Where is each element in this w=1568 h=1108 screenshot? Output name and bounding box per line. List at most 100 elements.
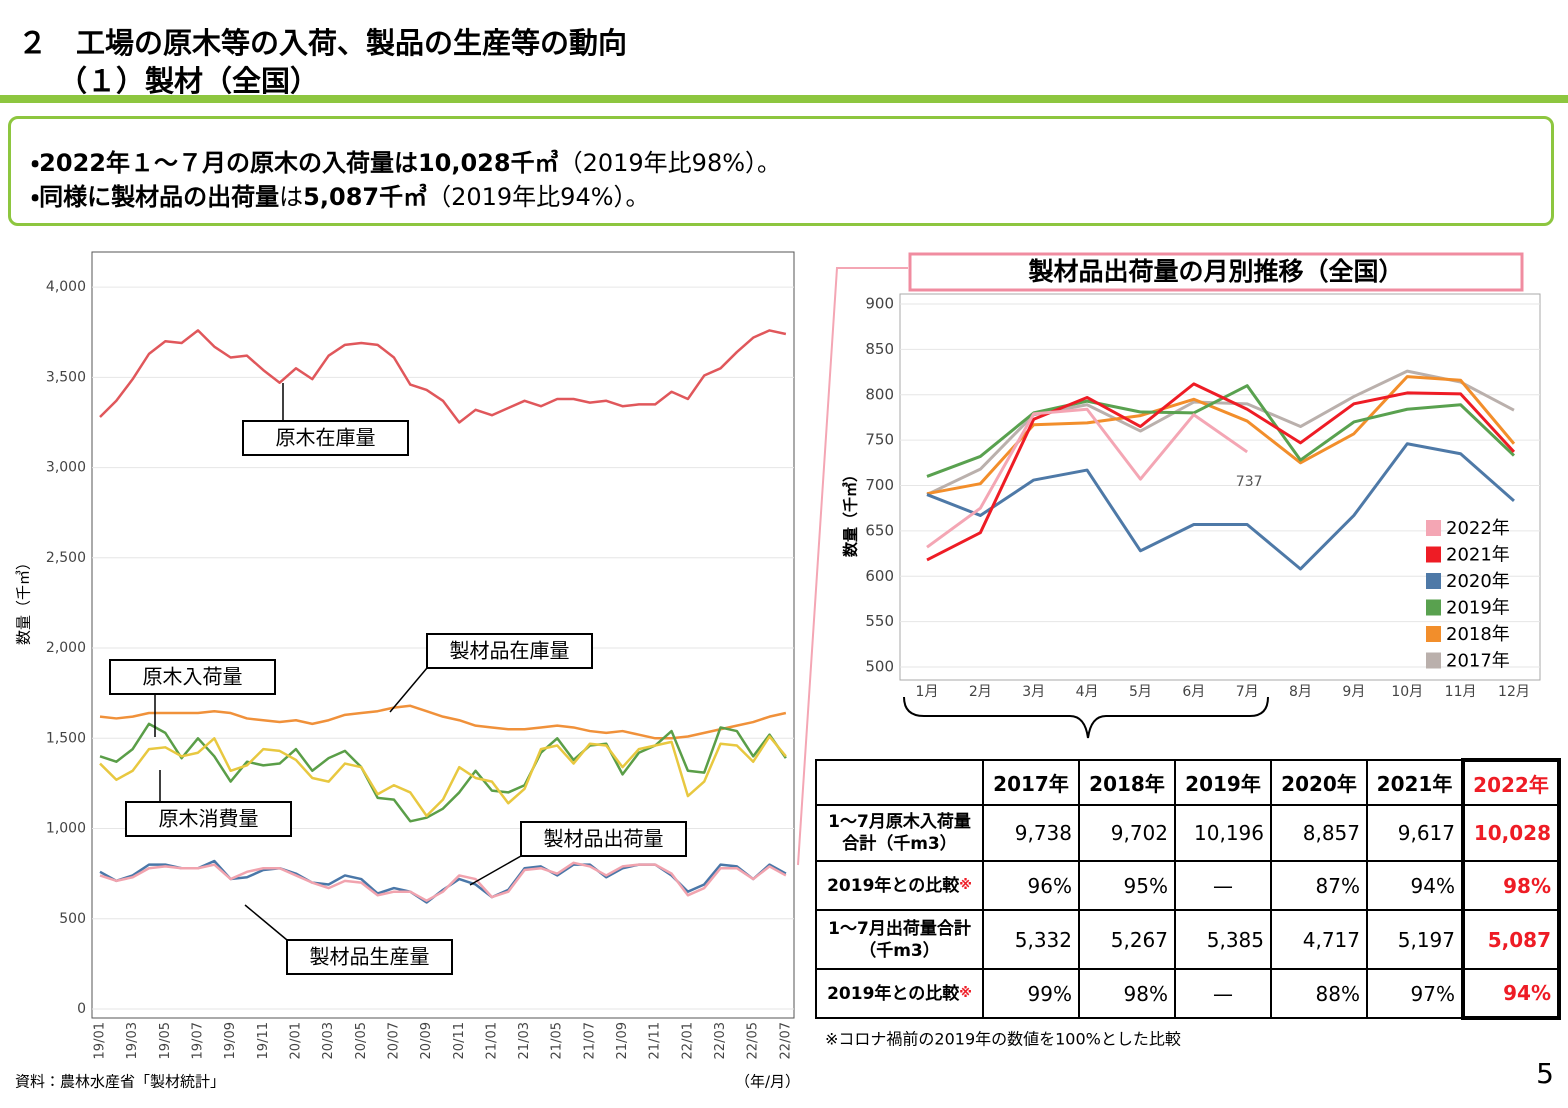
table-cell: — (1174, 860, 1272, 911)
table-cell: 95% (1078, 860, 1176, 911)
page-number: 5 (1536, 1057, 1554, 1090)
row-label: 2019年との比較※ (815, 860, 984, 911)
y-tick-label: 3,000 (46, 460, 86, 476)
series-line (926, 369, 1515, 496)
x-unit: （年/月） (735, 1073, 800, 1091)
x-tick-label: 8月 (1289, 684, 1312, 700)
table-cell: 96% (982, 860, 1080, 911)
table-cell: 9,738 (982, 804, 1080, 862)
summary-text: は (279, 183, 304, 211)
series-line (99, 329, 787, 424)
series-line (926, 384, 1515, 478)
y-tick-label: 850 (865, 340, 894, 358)
leader-line (389, 667, 428, 713)
y-tick-label: 2,000 (46, 640, 86, 656)
x-tick-label: 21/09 (615, 1022, 630, 1059)
table-cell: 5,332 (982, 909, 1080, 970)
x-tick-label: 10月 (1391, 684, 1423, 700)
legend-label: 2020年 (1446, 571, 1510, 592)
x-tick-label: 20/09 (419, 1022, 434, 1059)
table-cell: 9,702 (1078, 804, 1176, 862)
x-tick-label: 19/03 (125, 1022, 140, 1059)
table-cell: 5,385 (1174, 909, 1272, 970)
summary-box: 2022年１～７月の原木の入荷量は10,028千㎥（2019年比98%）。 同様… (8, 116, 1554, 226)
table-cell: 94% (1366, 860, 1464, 911)
legend-label: 2017年 (1446, 651, 1510, 672)
y-tick-label: 1,500 (46, 730, 86, 746)
page-subtitle: （１）製材（全国） (58, 64, 320, 98)
legend-swatch (1426, 626, 1441, 642)
table-cell: 5,087 (1461, 909, 1561, 970)
right-plot-frame (899, 293, 1541, 681)
row-label-text: 2019年との比較 (827, 875, 960, 896)
summary-text: 2022年１～７月の原木の入荷量は10,028千㎥ (39, 149, 559, 177)
legend-swatch (1426, 520, 1441, 536)
x-tick-label: 12月 (1498, 684, 1530, 700)
y-tick-label: 550 (865, 612, 894, 630)
x-tick-label: 20/05 (354, 1022, 369, 1059)
table-cell: 87% (1270, 860, 1368, 911)
summary-text: 5,087千㎥ (303, 183, 428, 211)
x-tick-label: 7月 (1236, 684, 1259, 700)
row-label: 1～7月出荷量合計（千m3） (815, 909, 984, 970)
table-cell: 9,617 (1366, 804, 1464, 862)
table-cell: 5,267 (1078, 909, 1176, 970)
table-cell: 4,717 (1270, 909, 1368, 970)
x-tick-label: 21/11 (648, 1022, 663, 1059)
x-tick-label: 22/01 (680, 1022, 695, 1059)
column-header: 2019年 (1174, 759, 1272, 806)
summary-text: （2019年比98%）。 (558, 149, 782, 177)
table-cell: 98% (1461, 860, 1561, 911)
row-label-text: 1～7月原木入荷量合計（千m3） (828, 812, 971, 854)
x-tick-label: 11月 (1445, 684, 1477, 700)
series-line (99, 735, 787, 818)
table-cell: 8,857 (1270, 804, 1368, 862)
x-tick-label: 21/01 (484, 1022, 499, 1059)
callout-label: 製材品在庫量 (450, 639, 570, 663)
x-tick-label: 3月 (1022, 684, 1045, 700)
x-tick-label: 20/01 (288, 1022, 303, 1059)
x-tick-label: 6月 (1182, 684, 1205, 700)
left-plot-frame (91, 251, 795, 1019)
connector (797, 267, 908, 866)
legend-label: 2018年 (1446, 624, 1510, 645)
table-cell: 98% (1078, 968, 1176, 1019)
callout-label: 原木在庫量 (276, 426, 376, 450)
x-tick-label: 22/07 (778, 1022, 793, 1059)
right-chart-title: 製材品出荷量の月別推移（全国） (1027, 257, 1403, 286)
summary-table: 2017年 2018年 2019年 2020年 2021年 2022年 1～7月原木入荷量合… (815, 758, 1561, 1020)
row-label-mark: ※ (959, 985, 972, 1001)
series-line (926, 375, 1516, 496)
table-cell: 94% (1461, 968, 1561, 1020)
callout-label: 原木入荷量 (143, 665, 243, 689)
summary-line: 同様に製材品の出荷量は5,087千㎥（2019年比94%）。 (31, 177, 649, 212)
table-row: 2019年との比較※ 99% 98% —88% 97% 94% (815, 968, 1561, 1020)
x-tick-label: 20/03 (321, 1022, 336, 1059)
y-tick-label: 0 (77, 1001, 86, 1017)
callout-label: 製材品生産量 (310, 945, 430, 969)
legend-swatch (1426, 573, 1441, 589)
table-cell: — (1174, 968, 1272, 1019)
table-cell: 5,197 (1366, 909, 1464, 970)
y-axis-label: 数量（千㎥） (842, 467, 860, 558)
callout-box (286, 939, 453, 975)
summary-line: 2022年１～７月の原木の入荷量は10,028千㎥（2019年比98%）。 (31, 143, 781, 178)
legend-swatch (1426, 652, 1441, 669)
table-row: 2019年との比較※ 96% 95% —87% 94% 98% (815, 860, 1561, 911)
series-line (926, 382, 1516, 562)
x-tick-label: 21/03 (517, 1022, 532, 1059)
callout-box (520, 821, 687, 857)
leader-line (244, 904, 288, 941)
y-tick-label: 750 (865, 431, 894, 449)
series-line (926, 407, 1249, 549)
table-row: 1～7月原木入荷量合計（千m3） 9,738 9,702 10,196 8,857 9,6… (815, 804, 1561, 862)
right-title-box (908, 252, 1524, 292)
column-header: 2020年 (1270, 759, 1368, 806)
y-tick-label: 500 (865, 658, 894, 676)
y-tick-label: 3,500 (46, 369, 86, 385)
x-tick-label: 21/07 (582, 1022, 597, 1059)
x-tick-label: 9月 (1342, 684, 1365, 700)
row-label-text: 2019年との比較 (827, 983, 960, 1004)
row-label: 2019年との比較※ (815, 968, 984, 1019)
